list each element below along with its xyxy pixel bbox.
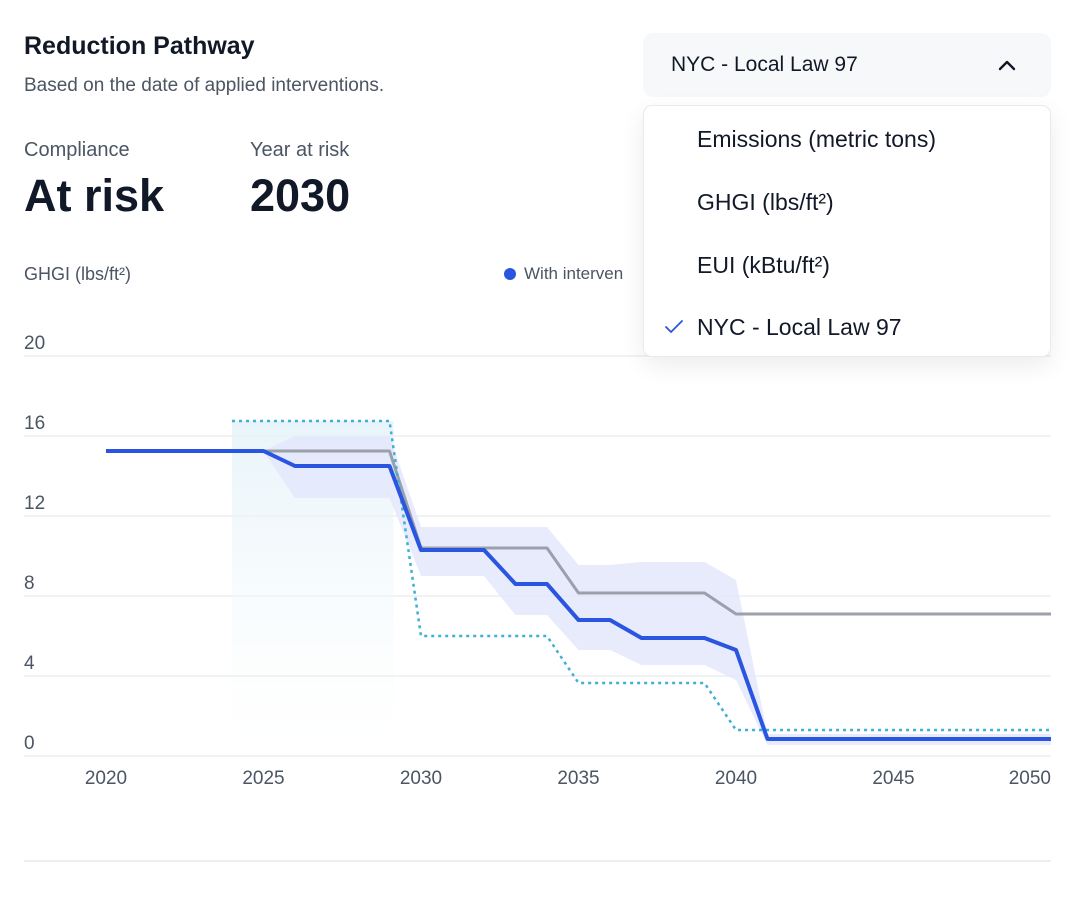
option-label: GHGI (lbs/ft²): [697, 189, 834, 215]
option-label: NYC - Local Law 97: [697, 314, 902, 340]
x-tick-label: 2035: [557, 768, 599, 789]
dropdown-option-ghgi[interactable]: GHGI (lbs/ft²): [644, 171, 1050, 231]
dropdown-option-emissions[interactable]: Emissions (metric tons): [644, 108, 1050, 168]
x-tick-label: 2030: [400, 768, 442, 789]
legend-label: With interven: [524, 264, 624, 283]
option-label: Emissions (metric tons): [697, 126, 936, 152]
x-tick-label: 2020: [85, 768, 127, 789]
divider: [24, 860, 1051, 862]
y-tick-label: 20: [24, 333, 45, 354]
baseline-series-line: [263, 449, 1051, 616]
page-title: Reduction Pathway: [24, 32, 255, 60]
y-tick-label: 4: [24, 653, 35, 674]
y-tick-label: 8: [24, 573, 35, 594]
y-tick-label: 0: [24, 733, 35, 754]
dropdown-selected-label: NYC - Local Law 97: [671, 53, 858, 76]
year-at-risk-value: 2030: [250, 170, 351, 221]
chevron-up-icon: [998, 60, 1016, 71]
year-at-risk-label: Year at risk: [250, 139, 350, 161]
x-tick-label: 2045: [872, 768, 914, 789]
y-tick-label: 16: [24, 413, 45, 434]
x-tick-label: 2040: [715, 768, 757, 789]
metric-dropdown-menu: Emissions (metric tons) GHGI (lbs/ft²) E…: [643, 105, 1051, 357]
x-tick-label: 2025: [242, 768, 284, 789]
option-label: EUI (kBtu/ft²): [697, 252, 830, 278]
dropdown-option-nyc-ll97[interactable]: NYC - Local Law 97: [644, 296, 1050, 356]
target-series-line: [232, 419, 1051, 732]
chart-legend: With interven: [504, 264, 623, 284]
x-tick-label: 2050: [1009, 768, 1051, 789]
page-subtitle: Based on the date of applied interventio…: [24, 75, 385, 96]
y-tick-label: 12: [24, 493, 45, 514]
legend-dot-icon: [504, 268, 516, 280]
dropdown-option-eui[interactable]: EUI (kBtu/ft²): [644, 234, 1050, 294]
checkmark-icon: [665, 320, 683, 333]
uncertainty-band: [263, 436, 1051, 745]
y-axis-label: GHGI (lbs/ft²): [24, 264, 131, 284]
with-interventions-series-line: [106, 449, 1051, 741]
compliance-label: Compliance: [24, 139, 130, 161]
metric-dropdown-button[interactable]: NYC - Local Law 97: [643, 33, 1051, 97]
compliance-value: At risk: [24, 170, 165, 221]
